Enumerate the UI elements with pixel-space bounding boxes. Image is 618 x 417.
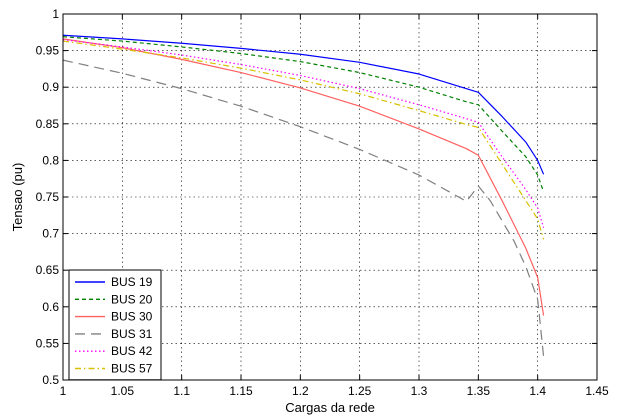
y-tick-label: 0.65 [36,263,60,277]
x-tick-label: 1.4 [529,384,546,398]
series-line-2 [62,36,545,193]
y-tick-label: 0.7 [42,227,59,241]
y-tick-label: 0.9 [42,80,59,94]
legend-label: BUS 20 [111,292,153,306]
x-tick-label: 1.25 [348,384,372,398]
y-axis-label: Tensao (pu) [10,163,25,232]
y-tick-label: 0.75 [36,190,60,204]
legend-label: BUS 30 [111,310,153,324]
legend-label: BUS 31 [111,327,153,341]
x-tick-label: 1.35 [467,384,491,398]
y-tick-label: 0.8 [42,153,59,167]
legend-label: BUS 42 [111,344,153,358]
series-line-3 [62,38,545,316]
x-tick-label: 1 [60,384,67,398]
legend-label: BUS 57 [111,362,153,376]
legend: BUS 19 BUS 20 BUS 30 BUS 31 BUS 42 BUS 57 [68,269,162,381]
y-tick-label: 0.95 [36,44,60,58]
y-tick-label: 0.5 [42,373,59,387]
x-tick-label: 1.15 [229,384,253,398]
x-tick-label: 1.1 [173,384,190,398]
axis-ticks: 1 1.05 1.1 1.15 1.2 1.25 1.3 1.35 1.4 1.45 0.5 0.55… [36,7,609,398]
y-tick-label: 0.85 [36,117,60,131]
series-lines [62,34,545,357]
x-tick-label: 1.05 [111,384,135,398]
x-axis-label: Cargas da rede [285,400,375,415]
x-tick-label: 1.45 [585,384,609,398]
y-tick-label: 1 [52,7,59,21]
y-tick-label: 0.6 [42,300,59,314]
x-tick-label: 1.2 [292,384,309,398]
series-line-4 [62,59,545,357]
legend-box [68,269,162,381]
legend-label: BUS 19 [111,275,153,289]
series-line-1 [62,34,545,175]
x-tick-label: 1.3 [411,384,428,398]
y-tick-label: 0.55 [36,336,60,350]
